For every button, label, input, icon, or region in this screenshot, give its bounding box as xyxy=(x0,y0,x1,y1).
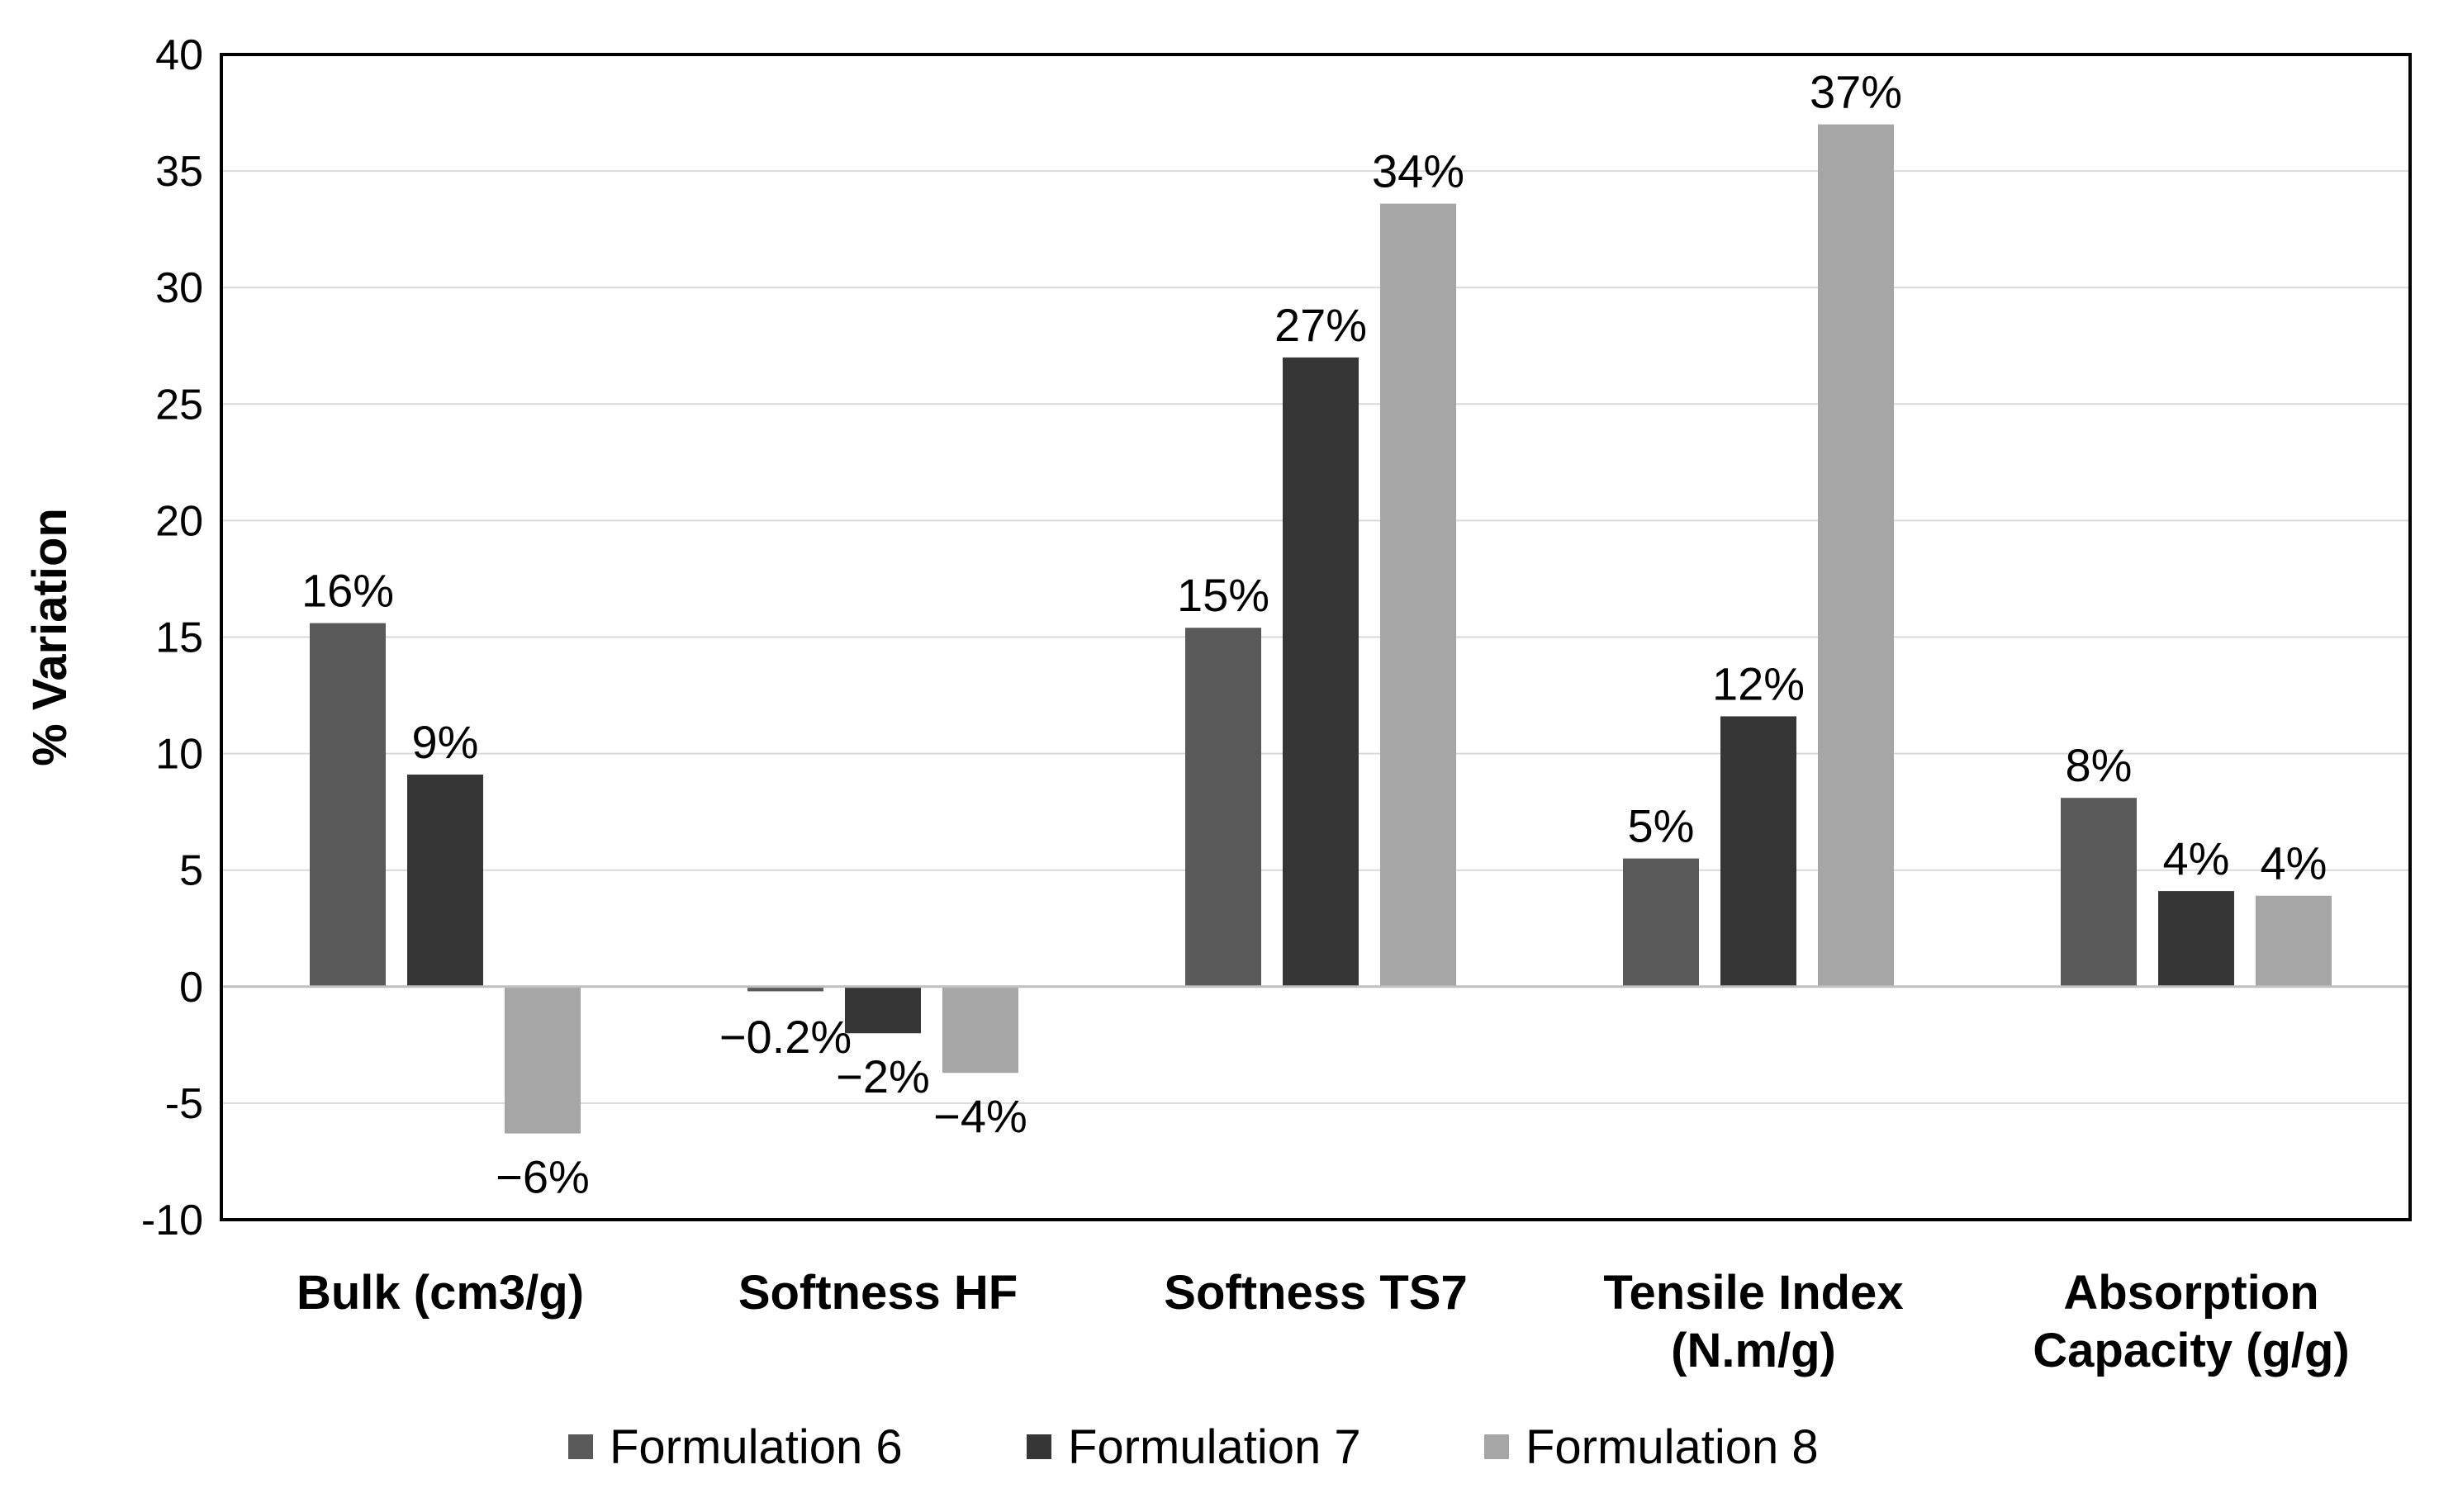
data-label: 34% xyxy=(1372,145,1464,197)
data-label: 12% xyxy=(1712,657,1805,709)
category-label: (N.m/g) xyxy=(1671,1324,1836,1377)
data-label: 15% xyxy=(1177,569,1269,621)
y-tick-label: 40 xyxy=(155,31,203,79)
bar xyxy=(747,986,823,992)
y-tick-label: -5 xyxy=(165,1080,203,1128)
data-label: −6% xyxy=(496,1151,590,1203)
category-label: Tensile Index xyxy=(1603,1266,1903,1320)
y-tick-label: 15 xyxy=(155,614,203,662)
label-layer: 16% −0.2% 15% 5% 8% 9% −2% 27% 12% 4% −6% −4% 34% 37%… xyxy=(297,66,2350,1377)
data-label: 4% xyxy=(2261,837,2327,889)
legend-label: Formulation 8 xyxy=(1526,1420,1819,1474)
data-label: −0.2% xyxy=(719,1011,852,1063)
y-tick-label: 20 xyxy=(155,497,203,545)
data-label: 9% xyxy=(412,716,479,768)
bar xyxy=(845,986,921,1034)
data-label: 27% xyxy=(1274,299,1367,351)
axis-layer: -10 -5 0 5 10 15 20 25 30 35 40 % Variation xyxy=(23,31,2412,1244)
legend-label: Formulation 6 xyxy=(610,1420,903,1474)
bar xyxy=(1720,716,1796,987)
category-label: Absorption xyxy=(2063,1266,2318,1320)
bar xyxy=(2158,891,2234,987)
category-label: Softness TS7 xyxy=(1164,1266,1467,1320)
bar xyxy=(407,774,483,987)
y-tick-label: 30 xyxy=(155,264,203,312)
y-axis-title: % Variation xyxy=(23,508,77,766)
y-tick-label: 25 xyxy=(155,381,203,429)
data-label: −2% xyxy=(836,1050,930,1102)
bar xyxy=(1185,628,1261,987)
data-label: 4% xyxy=(2163,832,2230,884)
data-label: 16% xyxy=(301,565,394,617)
plot-frame xyxy=(220,53,2412,1221)
y-tick-label: 5 xyxy=(179,847,203,895)
legend-swatch xyxy=(1027,1434,1051,1459)
bar xyxy=(1818,124,1894,987)
category-label: Capacity (g/g) xyxy=(2033,1324,2350,1377)
bar xyxy=(505,986,581,1134)
bar xyxy=(1623,858,1699,987)
y-tick-label: 35 xyxy=(155,148,203,196)
y-tick-label: 0 xyxy=(179,964,203,1012)
y-tick-label: -10 xyxy=(141,1197,203,1244)
bar xyxy=(1283,357,1359,987)
y-tick-label: 10 xyxy=(155,731,203,779)
data-label: 37% xyxy=(1810,66,1902,118)
category-label: Softness HF xyxy=(738,1266,1018,1320)
legend: Formulation 6 Formulation 7 Formulation 8 xyxy=(568,1420,1819,1474)
bar xyxy=(2061,798,2137,987)
legend-label: Formulation 7 xyxy=(1068,1420,1361,1474)
data-label: 8% xyxy=(2066,739,2133,791)
bar xyxy=(2256,895,2332,987)
bar xyxy=(1380,203,1456,987)
data-label: −4% xyxy=(933,1090,1027,1142)
legend-swatch xyxy=(568,1434,593,1459)
bar xyxy=(942,986,1018,1074)
bar xyxy=(310,623,386,987)
data-label: 5% xyxy=(1628,800,1695,852)
legend-swatch xyxy=(1484,1434,1509,1459)
category-label: Bulk (cm3/g) xyxy=(297,1266,584,1320)
bar-layer xyxy=(310,124,2332,1134)
